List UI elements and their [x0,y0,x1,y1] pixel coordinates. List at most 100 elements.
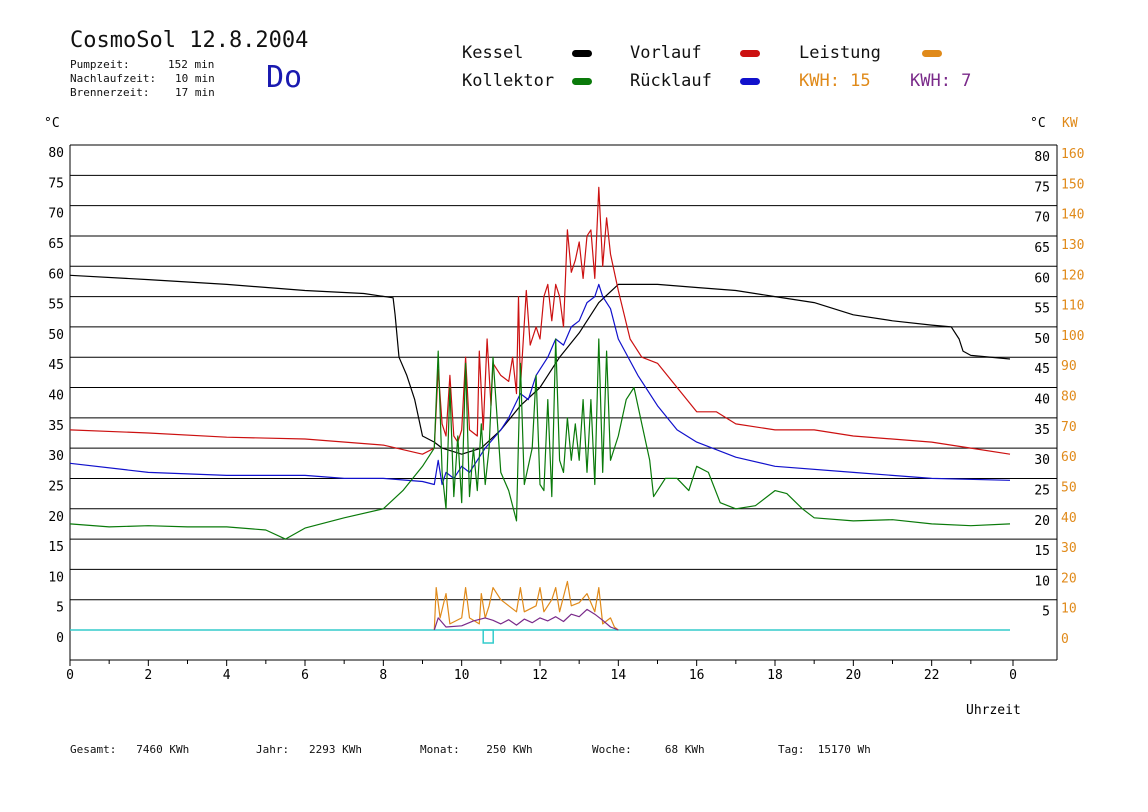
x-tick-label: 20 [846,668,862,683]
brenner-time-label: Brennerzeit: [70,86,150,99]
series-line-kwh-7 [433,608,619,631]
y-tick-label-right: 65 [1034,241,1050,256]
x-axis-label: Uhrzeit [966,703,1021,718]
legend-kwh-second: KWH: 7 [910,71,972,91]
x-tick-label: 2 [144,668,152,683]
nachlauf-time-label: Nachlaufzeit: [70,72,157,85]
legend-kessel-swatch [572,50,592,57]
y2-tick-label: 90 [1061,359,1077,374]
y-tick-label-right: 20 [1034,514,1050,529]
y-tick-label-left: 55 [48,298,64,313]
y-tick-label-left: 45 [48,358,64,373]
y2-tick-label: 120 [1061,268,1084,283]
weekday-label: Do [266,60,303,95]
y-tick-label-left: 30 [48,449,64,464]
y-tick-label-left: 70 [48,207,64,222]
legend-leistung-label: Leistung [799,43,881,63]
series-line-vorlauf [69,186,1011,455]
nachlauf-time-value: 10 min [175,72,215,85]
x-tick-label: 8 [379,668,387,683]
y2-tick-label: 10 [1061,602,1077,617]
y-tick-label-left: 0 [56,631,64,646]
y-tick-label-right: 50 [1034,332,1050,347]
y2-tick-label: 50 [1061,480,1077,495]
y2-tick-label: 130 [1061,238,1084,253]
y-tick-label-right: 75 [1034,180,1050,195]
y-tick-label-right: 45 [1034,362,1050,377]
legend-kollektor-swatch [572,78,592,85]
legend-vorlauf-label: Vorlauf [630,43,702,63]
y-axis-unit-left: °C [44,116,60,131]
y-tick-label-left: 65 [48,237,64,252]
legend-kwh-total: KWH: 15 [799,71,871,91]
y2-tick-label: 100 [1061,329,1084,344]
legend-ruecklauf-label: Rücklauf [630,71,712,91]
y-tick-label-right: 35 [1034,423,1050,438]
chart-title: CosmoSol 12.8.2004 [70,28,309,53]
y-tick-label-left: 10 [48,570,64,585]
brenner-time-value: 17 min [175,86,215,99]
x-tick-label: 4 [223,668,231,683]
series-line-ruecklauf [69,283,1011,486]
x-tick-label: 10 [454,668,470,683]
y2-tick-label: 80 [1061,390,1077,405]
pump-time-value: 152 min [168,58,215,71]
footer-jahr: Jahr: 2293 KWh [256,743,362,756]
y-tick-label-left: 5 [56,601,64,616]
y-tick-label-right: 40 [1034,393,1050,408]
series-line-kollektor [69,338,1011,540]
y-tick-label-left: 35 [48,419,64,434]
x-tick-label: 16 [689,668,705,683]
y-tick-label-right: 5 [1042,605,1050,620]
y-tick-label-right: 60 [1034,271,1050,286]
y2-tick-label: 30 [1061,541,1077,556]
footer-monat: Monat: 250 KWh [420,743,533,756]
y-tick-label-right: 55 [1034,302,1050,317]
y2-tick-label: 40 [1061,511,1077,526]
legend-ruecklauf-swatch [740,78,760,85]
x-tick-label: 0 [66,668,74,683]
x-tick-label: 6 [301,668,309,683]
y-tick-label-left: 80 [48,146,64,161]
series-line-kessel [69,274,1011,455]
y-axis-unit-right: °C [1030,116,1046,131]
pump-time-label: Pumpzeit: [70,58,130,71]
y2-tick-label: 150 [1061,177,1084,192]
y2-tick-label: 110 [1061,299,1084,314]
y-tick-label-left: 40 [48,389,64,404]
y2-tick-label: 0 [1061,632,1069,647]
y2-axis-unit: KW [1062,116,1078,131]
burner-marker [482,629,494,644]
footer-gesamt: Gesamt: 7460 KWh [70,743,190,756]
y-tick-label-right: 10 [1034,574,1050,589]
y-tick-label-right: 15 [1034,544,1050,559]
series-line-leistung [433,580,619,631]
y-tick-label-right: 30 [1034,453,1050,468]
x-tick-label: 12 [532,668,548,683]
y-tick-label-right: 25 [1034,483,1050,498]
y-tick-label-left: 20 [48,510,64,525]
y2-tick-label: 20 [1061,571,1077,586]
y2-tick-label: 60 [1061,450,1077,465]
y2-tick-label: 140 [1061,208,1084,223]
y-tick-label-left: 60 [48,267,64,282]
y-tick-label-right: 80 [1034,150,1050,165]
x-tick-label: 0 [1009,668,1017,683]
x-tick-label: 18 [767,668,783,683]
y-tick-label-left: 50 [48,328,64,343]
footer-tag: Tag: 15170 Wh [778,743,871,756]
y-tick-label-left: 25 [48,479,64,494]
y-tick-label-right: 70 [1034,211,1050,226]
legend-kollektor-label: Kollektor [462,71,555,91]
legend-vorlauf-swatch [740,50,760,57]
legend-kessel-label: Kessel [462,43,524,63]
legend-leistung-swatch [922,50,942,57]
x-tick-label: 14 [611,668,627,683]
x-tick-label: 22 [924,668,940,683]
y2-tick-label: 70 [1061,420,1077,435]
y-tick-label-left: 75 [48,176,64,191]
y2-tick-label: 160 [1061,147,1084,162]
footer-woche: Woche: 68 KWh [592,743,705,756]
y-tick-label-left: 15 [48,540,64,555]
